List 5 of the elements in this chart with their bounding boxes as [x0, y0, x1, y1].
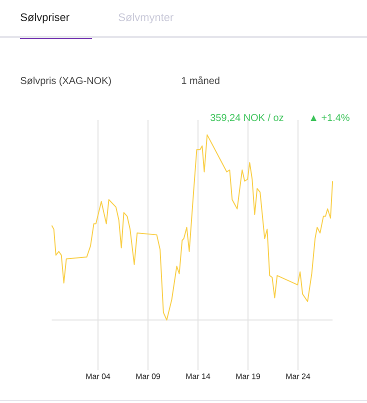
chart-subtitle: 1 måned: [182, 76, 220, 84]
text: ▲ +1.4%: [310, 114, 350, 122]
text: Sølvpriser: [20, 13, 70, 24]
text: 359,24 NOK / oz: [210, 114, 284, 122]
chart-title: Sølvpris (XAG-NOK): [20, 76, 111, 86]
